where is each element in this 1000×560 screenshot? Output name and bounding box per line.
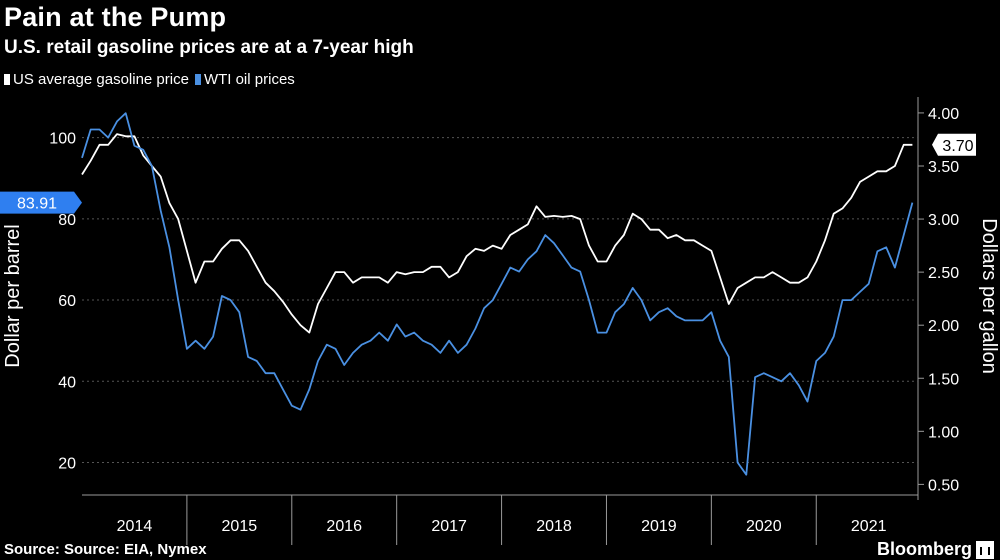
x-tick-label: 2017 bbox=[431, 518, 467, 535]
legend-item-gasoline: US average gasoline price bbox=[4, 71, 189, 88]
left-axis-title: Dollar per barrel bbox=[2, 224, 24, 367]
right-tick-label: 0.50 bbox=[928, 477, 959, 494]
left-tick-label: 40 bbox=[58, 374, 76, 391]
legend-label-wti: WTI oil prices bbox=[203, 71, 295, 88]
legend-swatch-wti bbox=[194, 74, 201, 85]
left-tick-label: 60 bbox=[58, 293, 76, 310]
x-tick-label: 2021 bbox=[851, 518, 887, 535]
gasoline-last-value-badge bbox=[932, 133, 976, 156]
x-tick-label: 2018 bbox=[536, 518, 572, 535]
chart-title: Pain at the Pump bbox=[4, 2, 227, 32]
legend-item-wti: WTI oil prices bbox=[194, 71, 295, 88]
brand-name: Bloomberg bbox=[876, 539, 972, 559]
right-tick-label: 3.50 bbox=[928, 159, 959, 176]
wti-oil-price-line bbox=[81, 112, 914, 476]
source-note: Source: Source: EIA, Nymex bbox=[4, 541, 207, 558]
right-tick-label: 1.00 bbox=[928, 424, 959, 441]
brand: Bloomberg bbox=[877, 539, 994, 560]
wti-last-value: 83.91 bbox=[17, 196, 57, 213]
x-tick-label: 2016 bbox=[326, 518, 362, 535]
legend: US average gasoline price WTI oil prices bbox=[4, 71, 301, 88]
right-tick-label: 4.00 bbox=[928, 106, 959, 123]
left-tick-label: 20 bbox=[58, 456, 76, 473]
x-tick-label: 2019 bbox=[641, 518, 677, 535]
right-axis-title: Dollars per gallon bbox=[978, 218, 1000, 374]
right-tick-label: 2.50 bbox=[928, 265, 959, 282]
right-tick-label: 2.00 bbox=[928, 318, 959, 335]
legend-label-gasoline: US average gasoline price bbox=[13, 71, 189, 88]
legend-swatch-gasoline bbox=[4, 74, 10, 85]
x-tick-label: 2014 bbox=[117, 518, 153, 535]
gasoline-last-value: 3.70 bbox=[942, 138, 973, 155]
left-tick-label: 80 bbox=[58, 212, 76, 229]
wti-last-value-badge bbox=[0, 191, 82, 214]
x-tick-label: 2020 bbox=[746, 518, 782, 535]
bloomberg-logo-icon bbox=[976, 540, 994, 559]
right-tick-label: 3.00 bbox=[928, 212, 959, 229]
gasoline-price-line bbox=[81, 133, 913, 334]
x-tick-label: 2015 bbox=[222, 518, 258, 535]
left-tick-label: 100 bbox=[49, 131, 76, 148]
right-tick-label: 1.50 bbox=[928, 371, 959, 388]
chart-subtitle: U.S. retail gasoline prices are at a 7-y… bbox=[4, 37, 414, 58]
